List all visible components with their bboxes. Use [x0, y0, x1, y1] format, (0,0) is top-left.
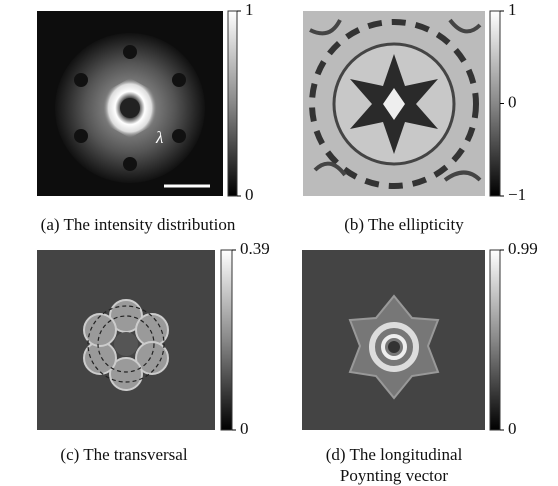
colorbar-tick-label: 1	[245, 0, 254, 19]
colorbar-tick-label: 0	[240, 419, 249, 438]
ellipticity-image	[303, 11, 485, 196]
colorbar-tick-label: 0	[245, 185, 254, 204]
caption: (d) The longitudinal	[326, 445, 463, 464]
colorbar-tick-label: 0.39	[240, 239, 270, 258]
colorbar	[228, 11, 237, 196]
annotation: λ	[155, 128, 163, 147]
figure: 1 0 (a) The intensity distribution λ 1 0 −1 (b)…	[0, 0, 558, 486]
colorbar-tick-label: 1	[508, 0, 517, 19]
colorbar-tick-label: 0.99	[508, 239, 538, 258]
colorbar-tick-label: −1	[508, 185, 526, 204]
colorbar-tick-label: 0	[508, 419, 517, 438]
caption: (a) The intensity distribution	[41, 215, 236, 234]
colorbar	[490, 250, 500, 430]
colorbar	[490, 11, 500, 196]
colorbar-tick-label: 0	[508, 92, 517, 111]
intensity-image	[37, 11, 223, 196]
transversal-image	[37, 250, 215, 430]
caption: Poynting vector	[340, 466, 448, 485]
longitudinal-image	[302, 250, 485, 430]
colorbar	[221, 250, 232, 430]
caption: (b) The ellipticity	[344, 215, 464, 234]
caption: (c) The transversal	[60, 445, 187, 464]
